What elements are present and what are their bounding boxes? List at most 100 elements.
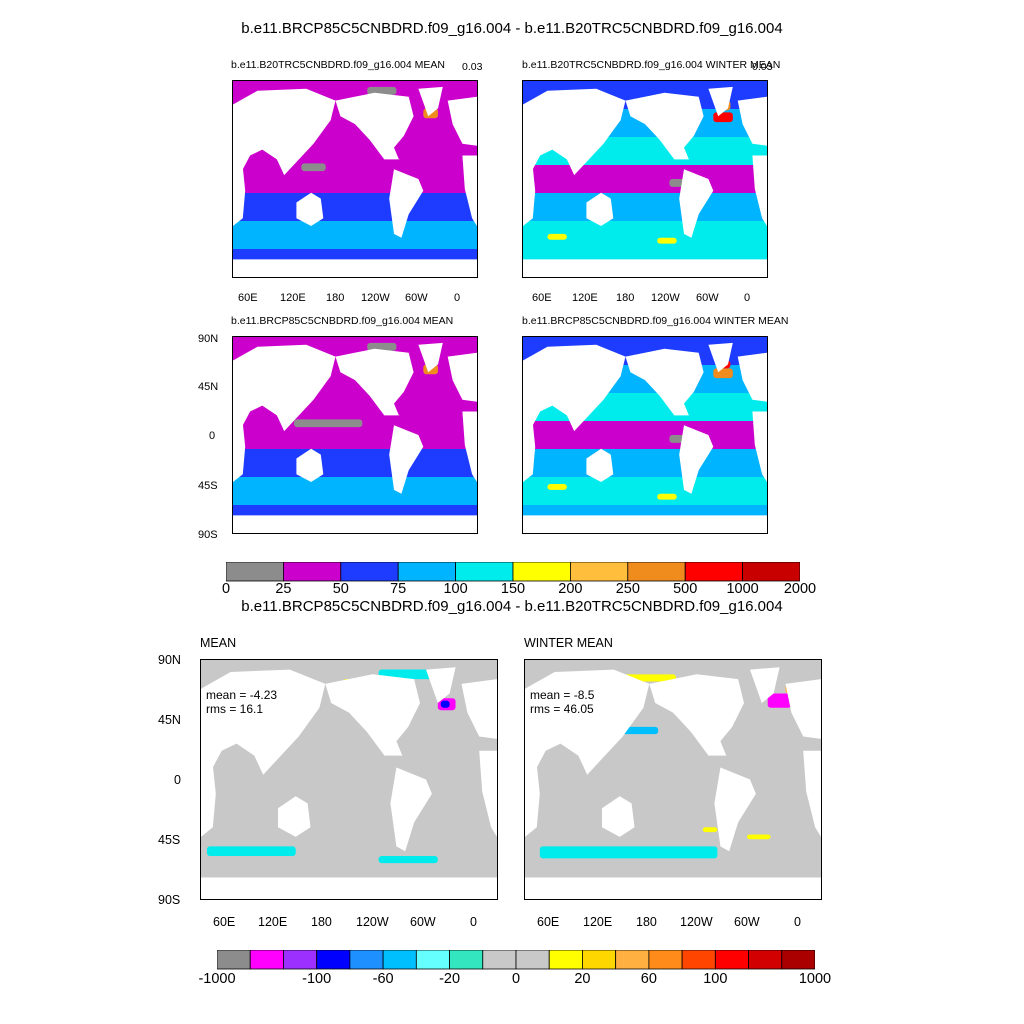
ocean-feature — [747, 834, 771, 840]
top-figure-title: b.e11.BRCP85C5CNBDRD.f09_g16.004 - b.e11… — [241, 20, 783, 37]
land-mask — [737, 96, 767, 146]
ocean-band — [525, 796, 821, 832]
ocean-band — [525, 762, 821, 798]
map-canvas — [525, 660, 821, 899]
ocean-band — [233, 449, 477, 478]
land-mask — [418, 342, 443, 373]
mean-label: mean = -4.23 — [206, 688, 278, 702]
colorbar-tick-label: 25 — [275, 581, 292, 597]
land-mask — [525, 669, 650, 775]
colorbar-swatch — [748, 950, 783, 970]
lon-tick-label: 120E — [280, 292, 306, 304]
map-canvas — [523, 337, 767, 533]
land-mask — [752, 155, 767, 226]
ocean-feature — [657, 237, 677, 244]
lat-tick-label: 90S — [158, 893, 181, 907]
colorbar-swatch — [397, 562, 456, 582]
lon-tick-label: 180 — [326, 292, 345, 304]
lon-tick-label: 120W — [361, 292, 390, 304]
colorbar-tick-label: 100 — [703, 971, 728, 987]
colorbar-swatch — [515, 950, 550, 970]
ocean-feature — [713, 112, 733, 123]
colorbar-swatch — [714, 950, 749, 970]
land-mask — [462, 411, 477, 482]
lon-tick-label: 60E — [532, 292, 552, 304]
lat-tick-label: 45S — [158, 833, 181, 847]
land-mask — [461, 679, 497, 739]
colorbar-tick-label: 1000 — [726, 581, 759, 597]
panel-title: b.e11.BRCP85C5CNBDRD.f09_g16.004 WINTER … — [522, 315, 789, 327]
lon-tick-label: 120W — [651, 292, 680, 304]
land-mask — [389, 425, 424, 494]
panel-corner-label: 0.03 — [462, 61, 483, 73]
ocean-feature — [367, 86, 397, 95]
lon-tick-label: 60W — [696, 292, 719, 304]
colorbar-tick-label: 150 — [500, 581, 526, 597]
land-mask — [523, 88, 626, 176]
colorbar-swatch — [316, 950, 351, 970]
land-mask — [233, 344, 336, 432]
land-mask — [714, 767, 756, 852]
land-mask — [447, 352, 477, 402]
land-mask — [803, 750, 821, 837]
lat-tick-label: 90N — [198, 333, 219, 345]
ocean-feature — [547, 233, 567, 240]
colorbar-tick-label: 0 — [511, 971, 521, 987]
colorbar-swatch — [569, 562, 629, 582]
panel-corner-label: 0.03 — [752, 61, 773, 73]
ocean-feature — [301, 163, 326, 172]
map-canvas — [233, 81, 477, 277]
land-mask — [752, 411, 767, 482]
colorbar-swatch — [615, 950, 650, 970]
colorbar-tick-label: 200 — [558, 581, 583, 597]
lon-tick-label: 120E — [258, 915, 288, 929]
land-mask — [708, 342, 733, 373]
lat-tick-label: 90S — [198, 529, 218, 541]
colorbar-tick-label: 20 — [574, 971, 591, 987]
colorbar-tick-label: 250 — [615, 581, 640, 597]
land-mask — [335, 348, 414, 416]
panel-title: b.e11.BRCP85C5CNBDRD.f09_g16.004 MEAN — [231, 315, 454, 327]
land-mask — [233, 88, 336, 176]
colorbar-swatch — [582, 950, 617, 970]
colorbar-swatch — [684, 562, 744, 582]
colorbar-swatch — [349, 950, 384, 970]
map-panel — [524, 659, 822, 900]
colorbar-swatch — [283, 562, 342, 582]
lon-tick-label: 60E — [537, 915, 560, 929]
colorbar-tick-label: -60 — [372, 971, 394, 987]
land-mask — [447, 96, 477, 146]
land-mask — [462, 155, 477, 226]
lon-tick-label: 0 — [794, 915, 801, 929]
land-mask — [679, 169, 714, 238]
land-mask — [201, 877, 497, 899]
panel-title: b.e11.B20TRC5CNBDRD.f09_g16.004 MEAN — [231, 59, 445, 71]
map-canvas — [523, 81, 767, 277]
lat-tick-label: 45N — [158, 713, 181, 727]
land-mask — [278, 796, 311, 837]
lat-tick-label: 0 — [209, 430, 216, 442]
lon-tick-label: 60W — [410, 915, 436, 929]
colorbar-swatch — [340, 562, 399, 582]
land-mask — [625, 92, 704, 160]
lon-tick-label: 120E — [583, 915, 613, 929]
ocean-feature — [539, 846, 718, 859]
ocean-feature — [367, 342, 397, 351]
ocean-feature — [206, 846, 296, 856]
land-mask — [233, 515, 477, 533]
colorbar-swatch — [415, 950, 450, 970]
land-mask — [325, 674, 420, 756]
lon-tick-label: 0 — [470, 915, 477, 929]
land-mask — [523, 155, 536, 226]
land-mask — [201, 669, 326, 775]
mean-label: mean = -8.5 — [530, 688, 595, 702]
land-mask — [233, 259, 477, 277]
lon-tick-label: 0 — [454, 292, 461, 304]
colorbar-swatch — [382, 950, 417, 970]
colorbar-swatch — [681, 950, 716, 970]
colorbar-bottom — [217, 950, 815, 970]
land-mask — [389, 169, 424, 238]
land-mask — [785, 679, 821, 739]
land-mask — [335, 92, 414, 160]
colorbar-swatch — [283, 950, 318, 970]
